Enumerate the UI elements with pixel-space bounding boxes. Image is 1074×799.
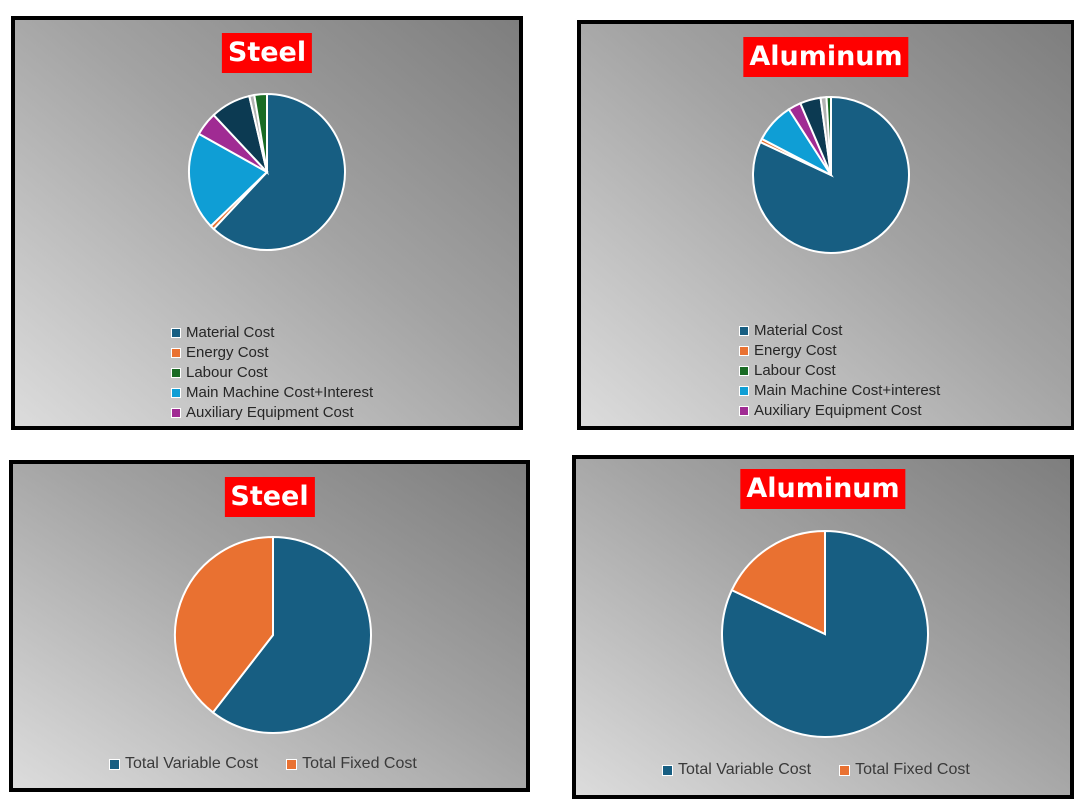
legend-label: Main Machine Cost+Interest: [186, 384, 374, 401]
chart-title-steel-total: Steel: [224, 477, 315, 517]
chart-title-steel-detail: Steel: [221, 33, 313, 73]
legend-item-total-variable-cost: Total Variable Cost: [662, 760, 811, 780]
legend-item-total-fixed-cost: Total Fixed Cost: [286, 754, 417, 774]
legend-label: Energy Cost: [754, 342, 837, 359]
legend-label: Total Variable Cost: [125, 755, 259, 772]
legend-label: Auxiliary Equipment Cost: [754, 402, 922, 419]
legend-label: Auxiliary Equipment Cost: [186, 404, 354, 421]
legend-swatch: [109, 758, 120, 770]
pie-slice-total-fixed-cost: [174, 535, 274, 714]
legend-item-total-variable-cost: Total Variable Cost: [109, 754, 258, 774]
chart-panel-steel-detail: Steel Material Cost Energy Cost Labour Cos…: [11, 16, 523, 430]
chart-panel-aluminum-total: Aluminum Total Variable Cost Total Fixed …: [572, 455, 1074, 799]
chart-title-aluminum-detail: Aluminum: [743, 37, 909, 77]
legend-swatch: [739, 346, 749, 356]
legend-label: Material Cost: [186, 324, 275, 341]
legend-swatch: [286, 758, 298, 770]
pie-slice-main-machine-cost: [188, 132, 269, 228]
legend-item-labour-cost: Labour Cost: [739, 361, 940, 381]
pie-chart-aluminum-total: [721, 529, 929, 738]
legend-swatch: [171, 408, 181, 418]
legend-label: Main Machine Cost+interest: [754, 382, 941, 399]
legend-label: Labour Cost: [186, 364, 268, 381]
chart-panel-aluminum-detail: Aluminum Material Cost Energy Cost Labour …: [577, 20, 1074, 430]
pie-chart-aluminum-detail: [752, 95, 910, 254]
legend-item-material-cost: Material Cost: [739, 321, 940, 341]
legend-swatch: [171, 348, 181, 358]
legend-aluminum-detail: Material Cost Energy Cost Labour Cost Main …: [739, 321, 940, 421]
pie-slice-total-fixed-cost: [730, 529, 826, 636]
pie-slice-labour-cost: [253, 92, 268, 173]
chart-title-aluminum-total: Aluminum: [740, 469, 906, 509]
legend-swatch: [171, 328, 181, 338]
legend-label: Total Fixed Cost: [855, 761, 970, 778]
legend-item-energy-cost: Energy Cost: [171, 343, 373, 363]
legend-aluminum-total: Total Variable Cost Total Fixed Cost: [662, 760, 998, 780]
legend-item-auxiliary-equipment-cost: Auxiliary Equipment Cost: [739, 401, 940, 421]
legend-label: Material Cost: [754, 322, 843, 339]
legend-steel-detail: Material Cost Energy Cost Labour Cost Main …: [171, 323, 373, 423]
legend-item-labour-cost: Labour Cost: [171, 363, 373, 383]
legend-swatch: [171, 368, 181, 378]
legend-label: Energy Cost: [186, 344, 269, 361]
legend-swatch: [739, 326, 749, 336]
legend-swatch: [662, 764, 673, 776]
pie-chart-steel-detail: [188, 92, 346, 251]
legend-item-main-machine-cost-interest: Main Machine Cost+interest: [739, 381, 940, 401]
legend-label: Total Variable Cost: [678, 761, 812, 778]
pie-slice-labour-cost: [825, 95, 832, 176]
legend-swatch: [839, 764, 851, 776]
legend-swatch: [739, 386, 749, 396]
legend-item-total-fixed-cost: Total Fixed Cost: [839, 760, 970, 780]
pie-slice-total-variable-cost: [211, 535, 372, 734]
legend-item-energy-cost: Energy Cost: [739, 341, 940, 361]
chart-panel-steel-total: Steel Total Variable Cost Total Fixed Cos…: [9, 460, 530, 792]
legend-swatch: [171, 388, 181, 398]
legend-item-material-cost: Material Cost: [171, 323, 373, 343]
legend-label: Total Fixed Cost: [302, 755, 417, 772]
legend-item-auxiliary-equipment-cost: Auxiliary Equipment Cost: [171, 403, 373, 423]
pie-chart-steel-total: [174, 535, 372, 734]
legend-swatch: [739, 366, 749, 376]
legend-swatch: [739, 406, 749, 416]
pie-slice-material-cost: [212, 92, 346, 251]
legend-item-main-machine-cost-interest: Main Machine Cost+Interest: [171, 383, 373, 403]
legend-label: Labour Cost: [754, 362, 836, 379]
legend-steel-total: Total Variable Cost Total Fixed Cost: [109, 754, 445, 774]
